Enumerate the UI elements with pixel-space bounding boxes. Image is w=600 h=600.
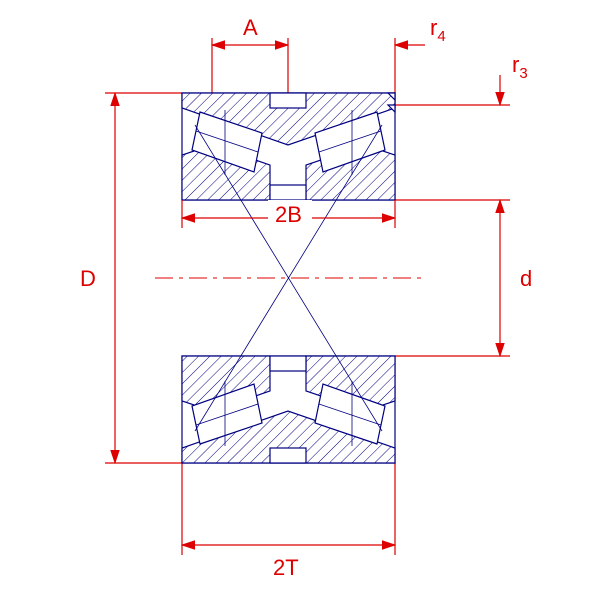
bearing-diagram: D d 2T A r4 r3 <box>0 0 600 600</box>
label-2B: 2B <box>275 202 302 227</box>
label-A: A <box>243 15 258 40</box>
label-D: D <box>80 266 96 291</box>
label-r3: r3 <box>512 52 528 82</box>
label-r4: r4 <box>430 15 446 45</box>
label-d: d <box>520 266 532 291</box>
label-2T: 2T <box>273 555 299 580</box>
